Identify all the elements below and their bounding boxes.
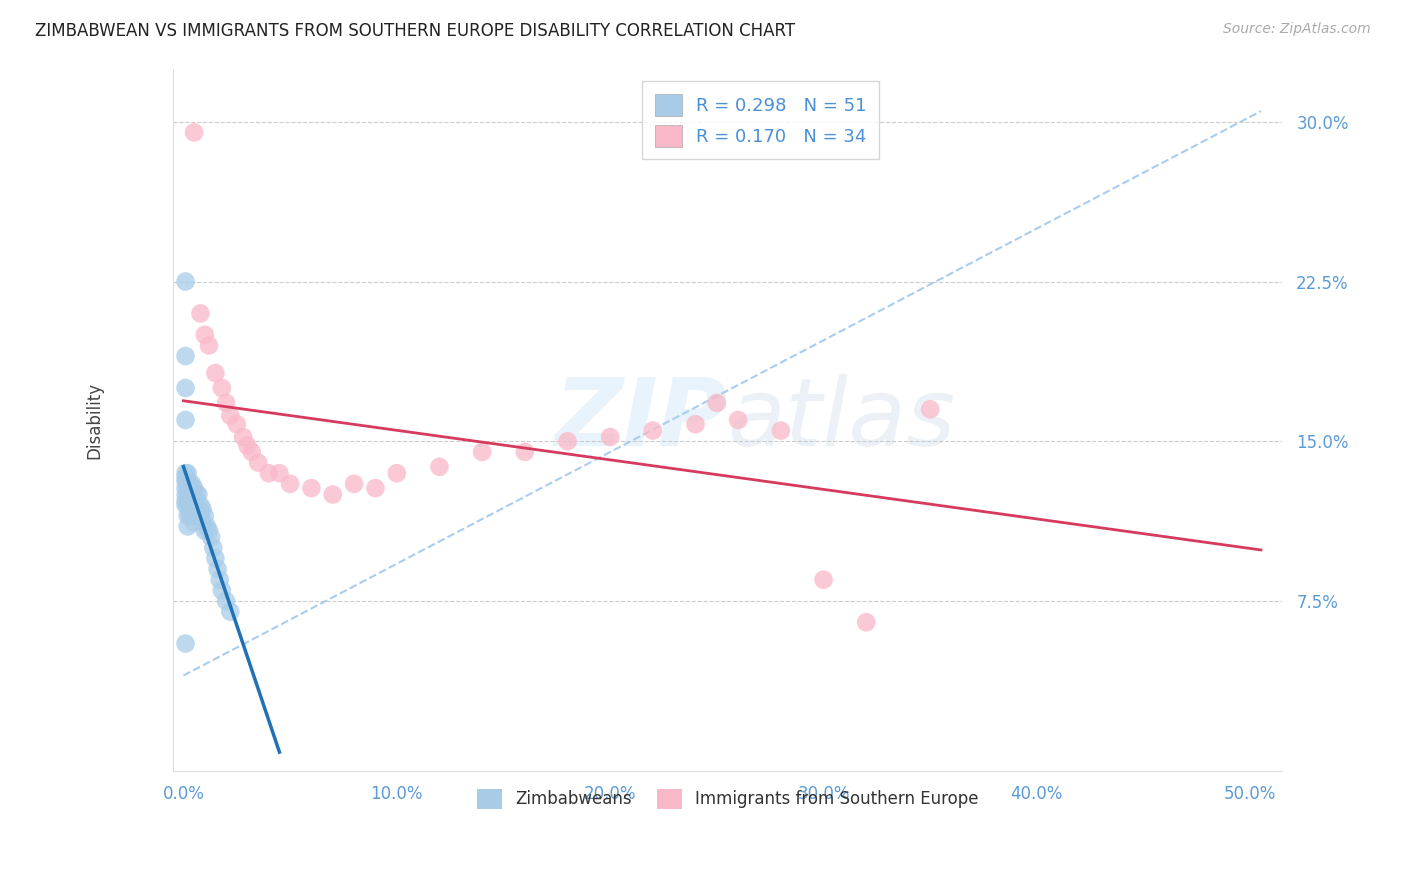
Point xyxy=(685,417,707,432)
Point xyxy=(176,476,198,491)
Point xyxy=(207,562,229,576)
Point xyxy=(364,481,387,495)
Point xyxy=(191,515,214,529)
Point xyxy=(641,424,664,438)
Point xyxy=(557,434,579,449)
Point xyxy=(181,476,204,491)
Point xyxy=(174,498,197,512)
Point xyxy=(183,125,205,139)
Y-axis label: Disability: Disability xyxy=(86,382,103,458)
Point xyxy=(232,430,254,444)
Point xyxy=(236,438,259,452)
Point xyxy=(194,327,217,342)
Point xyxy=(727,413,749,427)
Point xyxy=(219,409,242,423)
Point xyxy=(183,515,205,529)
Point xyxy=(343,476,366,491)
Point xyxy=(769,424,792,438)
Point xyxy=(174,470,197,484)
Point xyxy=(183,502,205,516)
Point xyxy=(211,583,233,598)
Point xyxy=(186,498,208,512)
Point xyxy=(174,349,197,363)
Point xyxy=(176,519,198,533)
Point xyxy=(301,481,323,495)
Point xyxy=(202,541,225,555)
Point xyxy=(186,487,208,501)
Point xyxy=(194,508,217,523)
Point xyxy=(186,508,208,523)
Point xyxy=(174,475,197,489)
Point xyxy=(215,594,238,608)
Text: Source: ZipAtlas.com: Source: ZipAtlas.com xyxy=(1223,22,1371,37)
Point xyxy=(513,445,536,459)
Point xyxy=(322,487,344,501)
Point xyxy=(176,508,198,523)
Point xyxy=(211,381,233,395)
Point xyxy=(190,498,212,512)
Point xyxy=(181,498,204,512)
Point xyxy=(706,396,728,410)
Legend: Zimbabweans, Immigrants from Southern Europe: Zimbabweans, Immigrants from Southern Eu… xyxy=(470,782,986,816)
Point xyxy=(215,396,238,410)
Point xyxy=(813,573,835,587)
Text: atlas: atlas xyxy=(727,375,956,466)
Point xyxy=(257,466,280,480)
Point xyxy=(179,498,201,512)
Point xyxy=(208,573,231,587)
Point xyxy=(174,381,197,395)
Point xyxy=(174,481,197,495)
Point xyxy=(174,487,197,501)
Point xyxy=(179,508,201,523)
Point xyxy=(176,487,198,501)
Point xyxy=(198,338,221,352)
Text: ZIMBABWEAN VS IMMIGRANTS FROM SOUTHERN EUROPE DISABILITY CORRELATION CHART: ZIMBABWEAN VS IMMIGRANTS FROM SOUTHERN E… xyxy=(35,22,796,40)
Point xyxy=(191,502,214,516)
Point xyxy=(190,306,212,320)
Point xyxy=(183,494,205,508)
Point xyxy=(174,637,197,651)
Point xyxy=(247,456,270,470)
Point xyxy=(219,605,242,619)
Point xyxy=(204,366,226,380)
Point xyxy=(187,502,209,516)
Point xyxy=(183,481,205,495)
Point xyxy=(181,508,204,523)
Text: ZIP: ZIP xyxy=(554,374,727,466)
Point xyxy=(225,417,247,432)
Point xyxy=(179,487,201,501)
Point xyxy=(240,445,263,459)
Point xyxy=(198,524,221,538)
Point xyxy=(174,275,197,289)
Point xyxy=(855,615,877,630)
Point xyxy=(187,487,209,501)
Point xyxy=(181,487,204,501)
Point xyxy=(176,466,198,480)
Point xyxy=(269,466,291,480)
Point xyxy=(200,530,222,544)
Point xyxy=(278,476,301,491)
Point xyxy=(176,498,198,512)
Point xyxy=(471,445,494,459)
Point xyxy=(174,466,197,480)
Point xyxy=(920,402,942,417)
Point xyxy=(599,430,621,444)
Point xyxy=(174,494,197,508)
Point xyxy=(385,466,408,480)
Point xyxy=(194,524,217,538)
Point xyxy=(179,476,201,491)
Point xyxy=(195,519,218,533)
Point xyxy=(429,459,451,474)
Point xyxy=(190,508,212,523)
Point xyxy=(174,413,197,427)
Point xyxy=(204,551,226,566)
